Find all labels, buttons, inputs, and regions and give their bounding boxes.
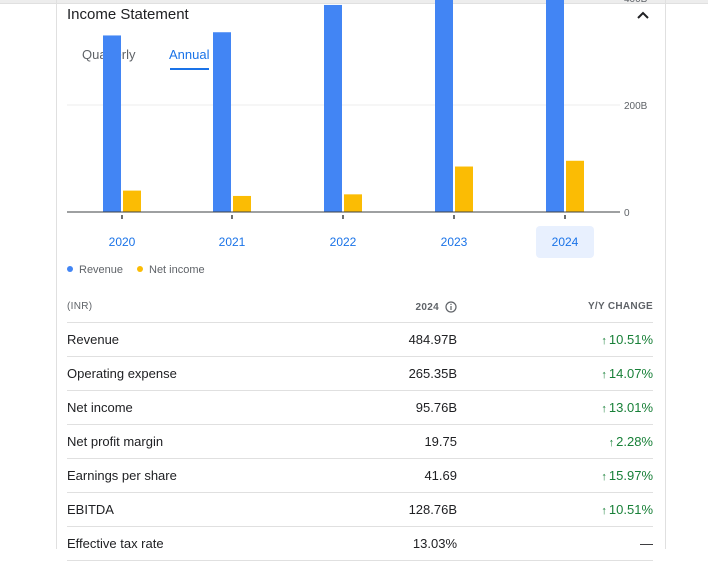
legend-revenue: Revenue <box>67 264 123 276</box>
row-change-value: 13.01% <box>608 400 653 415</box>
arrow-up-icon: ↑ <box>601 471 607 483</box>
arrow-up-icon: ↑ <box>601 505 607 517</box>
row-value: 19.75 <box>424 434 457 449</box>
row-change-value: 2.28% <box>616 434 653 449</box>
row-change-value: 14.07% <box>608 366 653 381</box>
info-icon[interactable] <box>445 301 457 313</box>
row-label: Earnings per share <box>67 468 177 483</box>
row-change: ↑ 10.51% <box>601 502 653 517</box>
collapse-chevron-up-icon[interactable] <box>634 7 652 25</box>
table-row: Operating expense 265.35B ↑ 14.07% <box>67 357 653 391</box>
table-body: Revenue 484.97B ↑ 10.51% Operating expense 26… <box>67 323 653 561</box>
revenue-bar[interactable] <box>103 35 121 213</box>
y-tick-label: 200B <box>624 101 648 112</box>
change-header: Y/Y CHANGE <box>587 301 653 312</box>
row-change: ↑ 10.51% <box>601 332 653 347</box>
y-tick-label: 400B <box>624 0 648 5</box>
table-row: EBITDA 128.76B ↑ 10.51% <box>67 493 653 527</box>
revenue-bar[interactable] <box>435 0 453 212</box>
net-income-bar[interactable] <box>566 160 584 212</box>
revenue-bar[interactable] <box>324 4 342 212</box>
row-label: Operating expense <box>67 366 177 381</box>
row-label: Net profit margin <box>67 434 164 449</box>
table-row: Effective tax rate 13.03% — <box>67 527 653 561</box>
table-header: (INR) 2024 Y/Y CHANGE <box>67 290 653 323</box>
arrow-up-icon: ↑ <box>608 437 615 449</box>
row-change: ↑ 15.97% <box>601 468 653 483</box>
table-row: Earnings per share 41.69 ↑ 15.97% <box>67 459 653 493</box>
row-change-value: — <box>640 536 653 551</box>
x-category-label[interactable]: 2020 <box>109 235 136 249</box>
year-header-label: 2024 <box>415 301 439 313</box>
table-row: Net profit margin 19.75 ↑ 2.28% <box>67 425 653 459</box>
top-divider <box>0 0 708 4</box>
arrow-up-icon: ↑ <box>601 369 607 381</box>
net-income-bar[interactable] <box>344 194 362 212</box>
row-value: 95.76B <box>415 400 457 415</box>
row-label: Effective tax rate <box>67 536 164 551</box>
legend-net-income-label: Net income <box>149 264 205 276</box>
row-change-value: 10.51% <box>608 332 653 347</box>
tab-active-indicator <box>170 68 209 70</box>
row-value: 265.35B <box>408 366 457 381</box>
row-change: ↑ 14.07% <box>601 366 653 381</box>
row-label: EBITDA <box>67 502 114 517</box>
legend-net-income-dot <box>137 266 143 273</box>
x-category-label[interactable]: 2024 <box>552 235 579 249</box>
net-income-bar[interactable] <box>123 190 141 212</box>
row-change: — <box>640 536 653 551</box>
currency-label: (INR) <box>67 301 93 312</box>
net-income-bar[interactable] <box>233 195 251 212</box>
selected-year-highlight <box>536 226 594 258</box>
x-category-label[interactable]: 2021 <box>219 235 246 249</box>
revenue-bar[interactable] <box>546 0 564 213</box>
row-change: ↑ 13.01% <box>601 400 653 415</box>
table-row: Net income 95.76B ↑ 13.01% <box>67 391 653 425</box>
arrow-up-icon: ↑ <box>601 335 607 347</box>
row-label: Revenue <box>67 332 120 347</box>
row-value: 13.03% <box>412 536 457 551</box>
financials-table: (INR) 2024 Y/Y CHANGE Revenue 484.97B ↑ 10.… <box>67 290 653 561</box>
row-value: 484.97B <box>408 332 457 347</box>
row-change: ↑ 2.28% <box>609 434 653 449</box>
revenue-bar[interactable] <box>213 32 231 212</box>
row-value: 41.69 <box>424 468 457 483</box>
x-category-label[interactable]: 2023 <box>441 235 468 249</box>
table-row: Revenue 484.97B ↑ 10.51% <box>67 323 653 357</box>
year-header: 2024 <box>416 301 457 313</box>
arrow-up-icon: ↑ <box>601 403 607 415</box>
row-change-value: 10.51% <box>608 502 653 517</box>
row-label: Net income <box>67 400 133 415</box>
row-value: 128.76B <box>408 502 457 517</box>
card-title: Income Statement <box>67 6 189 23</box>
y-tick-label: 0 <box>624 208 630 219</box>
legend-revenue-label: Revenue <box>79 264 124 276</box>
income-statement-card <box>56 0 666 549</box>
row-change-value: 15.97% <box>608 468 653 483</box>
income-chart: 0 200B 400B 2020 2021 2022 2023 2024 <box>67 0 648 258</box>
legend-revenue-dot <box>67 266 73 273</box>
legend-net-income: Net income <box>137 264 205 276</box>
net-income-bar[interactable] <box>455 166 473 212</box>
x-category-label[interactable]: 2022 <box>330 235 357 249</box>
tab-annual[interactable]: Annual <box>169 47 210 62</box>
